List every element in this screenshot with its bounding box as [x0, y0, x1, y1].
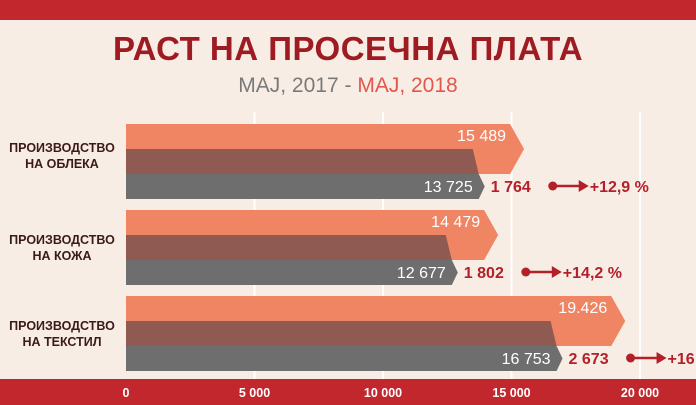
- difference-label: 1 802: [464, 265, 504, 282]
- chart-title: РАСТ НА ПРОСЕЧНА ПЛАТА: [112, 30, 584, 67]
- subtitle-period-2018: МАЈ, 2018: [357, 74, 458, 97]
- value-label-2018: 19.426: [558, 300, 607, 317]
- arrow-head: [551, 266, 562, 278]
- bar-overlap: [126, 321, 557, 346]
- bar-overlap: [126, 149, 479, 174]
- bar-2017: [126, 346, 563, 371]
- top-band: [0, 0, 696, 20]
- axis-band: [0, 379, 696, 405]
- value-label-2018: 15 489: [457, 128, 506, 145]
- value-label-2018: 14 479: [431, 214, 480, 231]
- x-tick-label: 5 000: [239, 386, 270, 400]
- category-label-leather: ПРОИЗВОДСТВО НА КОЖА: [9, 233, 115, 263]
- value-label-2017: 16 753: [502, 351, 551, 368]
- growth-label: +14,2 %: [563, 265, 622, 282]
- x-tick-label: 15 000: [492, 386, 530, 400]
- arrow-head: [656, 352, 667, 364]
- subtitle-period-2017: МАЈ, 2017: [238, 74, 339, 97]
- value-label-2017: 13 725: [424, 179, 473, 196]
- x-tick-label: 20 000: [621, 386, 659, 400]
- category-label-textile: ПРОИЗВОДСТВО НА ТЕКСТИЛ: [9, 319, 115, 349]
- x-tick-label: 10 000: [364, 386, 402, 400]
- bar-overlap: [126, 235, 452, 260]
- subtitle-separator: -: [338, 74, 358, 97]
- bar-2017: [126, 174, 485, 199]
- bar-2017: [126, 260, 458, 285]
- x-tick-label: 0: [123, 386, 130, 400]
- growth-label: +16 %: [668, 351, 696, 368]
- chart-subtitle: МАЈ, 2017 - МАЈ, 2018: [0, 74, 696, 98]
- value-label-2017: 12 677: [397, 265, 446, 282]
- difference-label: 1 764: [491, 179, 531, 196]
- arrow-head: [578, 180, 589, 192]
- growth-label: +12,9 %: [590, 179, 649, 196]
- category-label-clothing: ПРОИЗВОДСТВО НА ОБЛЕКА: [9, 141, 115, 171]
- difference-label: 2 673: [569, 351, 609, 368]
